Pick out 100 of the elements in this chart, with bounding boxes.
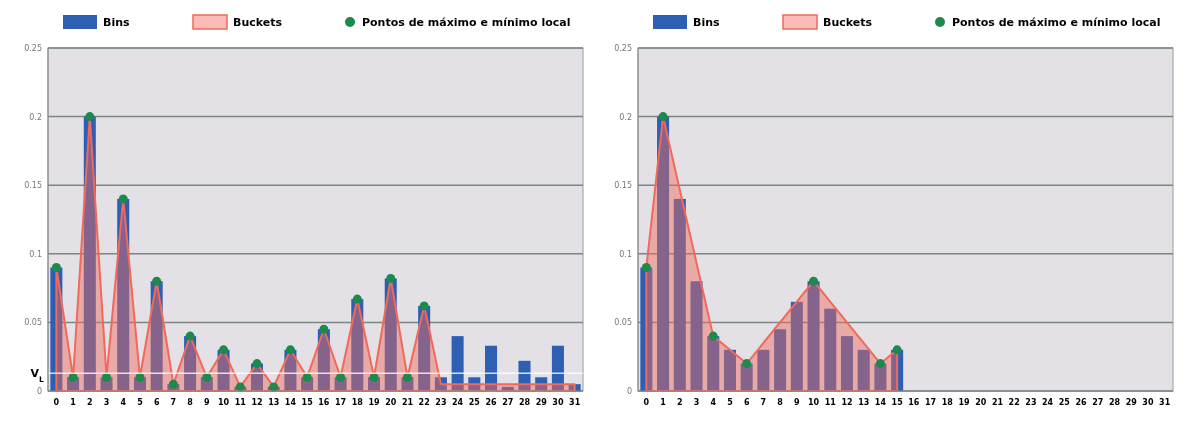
x-tick-label: 1 (70, 398, 77, 407)
bar (891, 349, 904, 391)
x-tick-label: 18 (351, 398, 364, 407)
ref-line-label: V$_{L}$ (30, 367, 45, 384)
point (168, 379, 178, 389)
x-tick-label: 20 (975, 398, 987, 407)
point (118, 194, 128, 204)
point (352, 294, 362, 304)
point (85, 112, 95, 122)
x-tick-label: 3 (103, 398, 110, 407)
x-tick-label: 27 (1092, 398, 1104, 407)
bar (317, 329, 330, 391)
x-tick-label: 19 (958, 398, 971, 407)
x-tick-label: 22 (1008, 398, 1020, 407)
x-tick-label: 6 (743, 398, 750, 407)
bar (485, 345, 498, 391)
x-tick-label: 21 (401, 398, 414, 407)
x-tick-label: 7 (760, 398, 767, 407)
bar (824, 308, 837, 391)
x-tick-label: 5 (137, 398, 144, 407)
legend-label: Pontos de máximo e mínimo local (362, 16, 571, 29)
x-tick-label: 10 (217, 398, 230, 407)
x-tick-label: 19 (368, 398, 381, 407)
point (152, 276, 162, 286)
x-tick-label: 30 (1142, 398, 1154, 407)
y-tick-label: 0.1 (29, 249, 42, 259)
point (285, 345, 295, 355)
x-tick-label: 13 (268, 398, 280, 407)
point (809, 276, 819, 286)
bar (857, 349, 870, 391)
x-tick-label: 4 (120, 398, 127, 407)
legend-label: Buckets (823, 16, 873, 29)
point (102, 372, 112, 382)
x-tick-label: 17 (335, 398, 347, 407)
x-tick-label: 22 (418, 398, 430, 407)
x-tick-label: 15 (301, 398, 314, 407)
point (319, 324, 329, 334)
x-tick-label: 3 (693, 398, 700, 407)
point (302, 372, 312, 382)
x-tick-label: 29 (1125, 398, 1138, 407)
x-tick-label: 31 (1159, 398, 1171, 407)
bar (673, 198, 686, 391)
x-tick-label: 8 (187, 398, 194, 407)
bar (790, 301, 803, 391)
bar (518, 360, 531, 391)
bar (657, 116, 670, 391)
bar (757, 349, 770, 391)
x-tick-label: 24 (1042, 398, 1054, 407)
y-tick-label: 0.2 (29, 112, 42, 122)
point (219, 345, 229, 355)
bar (807, 281, 820, 391)
x-tick-label: 31 (569, 398, 581, 407)
point (185, 331, 195, 341)
point (641, 263, 651, 273)
x-tick-label: 23 (435, 398, 447, 407)
x-tick-label: 24 (452, 398, 464, 407)
bar (83, 116, 96, 391)
x-tick-label: 14 (284, 398, 297, 407)
x-tick-label: 21 (991, 398, 1004, 407)
x-tick-label: 18 (941, 398, 954, 407)
y-tick-label: 0.25 (614, 44, 632, 53)
point (402, 372, 412, 382)
x-tick-label: 23 (1025, 398, 1037, 407)
x-tick-label: 1 (660, 398, 667, 407)
y-tick-label: 0.15 (24, 181, 42, 191)
x-tick-label: 29 (535, 398, 548, 407)
point (386, 274, 396, 283)
legend-label: Bins (693, 16, 720, 29)
bar (723, 349, 736, 391)
y-tick-label: 0.05 (24, 318, 42, 328)
x-tick-label: 25 (468, 398, 481, 407)
x-tick-label: 5 (727, 398, 734, 407)
bar (690, 281, 703, 391)
point (419, 301, 429, 311)
point (269, 382, 279, 392)
x-tick-label: 4 (710, 398, 717, 407)
y-tick-label: 0.05 (614, 318, 632, 328)
x-tick-label: 13 (858, 398, 870, 407)
point (742, 359, 752, 369)
y-tick-label: 0 (626, 387, 632, 396)
x-tick-label: 26 (1075, 398, 1088, 407)
x-tick-label: 10 (807, 398, 820, 407)
bar (840, 336, 853, 391)
x-tick-label: 28 (518, 398, 531, 407)
x-tick-label: 16 (908, 398, 920, 407)
bar (551, 345, 564, 391)
bar (418, 305, 431, 391)
x-tick-label: 0 (643, 398, 650, 407)
x-tick-label: 0 (53, 398, 60, 407)
x-tick-label: 11 (824, 398, 837, 407)
x-tick-label: 26 (485, 398, 498, 407)
bar (150, 281, 163, 391)
x-tick-label: 2 (677, 398, 683, 407)
y-tick-label: 0.1 (619, 249, 632, 259)
x-tick-label: 25 (1058, 398, 1071, 407)
legend-label: Pontos de máximo e mínimo local (952, 16, 1161, 29)
x-tick-label: 16 (318, 398, 330, 407)
bar (468, 377, 481, 391)
x-tick-label: 15 (891, 398, 904, 407)
x-tick-label: 17 (925, 398, 937, 407)
